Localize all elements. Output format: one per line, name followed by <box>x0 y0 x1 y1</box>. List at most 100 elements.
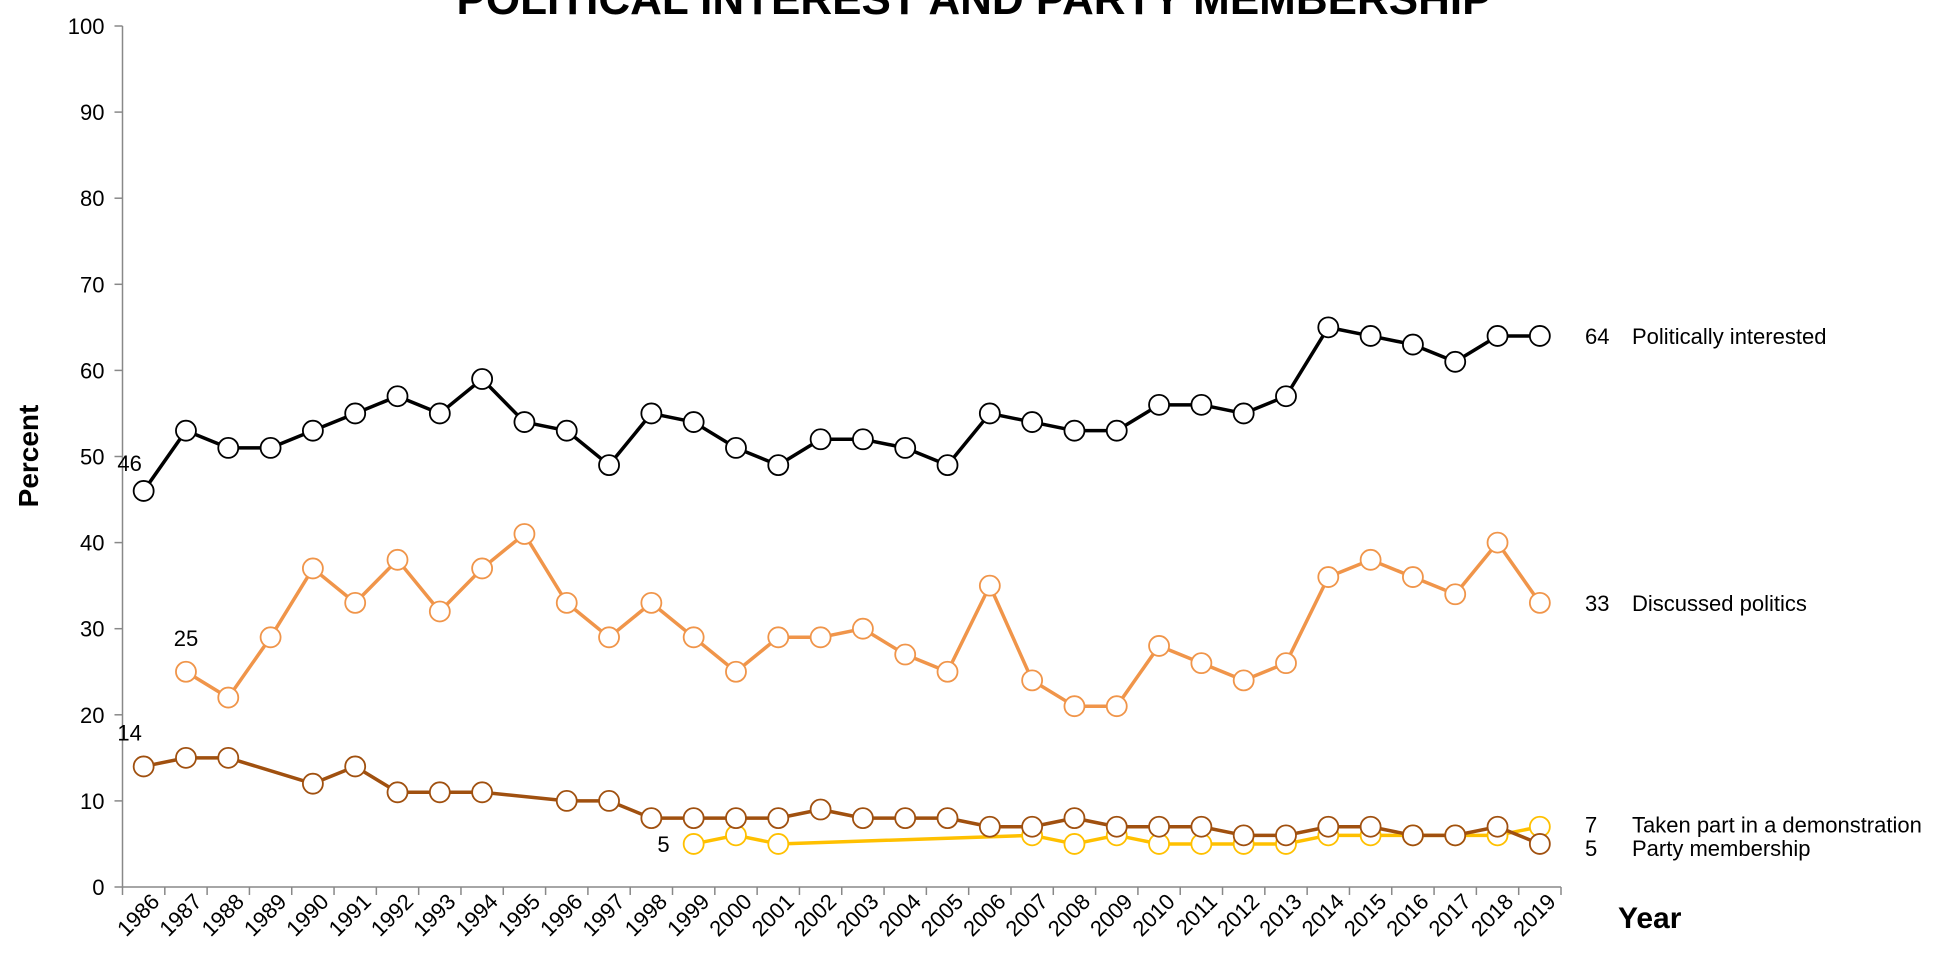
y-tick-label: 40 <box>80 531 104 556</box>
marker <box>1275 652 1297 675</box>
marker <box>1317 815 1340 838</box>
series-0 <box>132 316 1551 502</box>
chart-title: POLITICAL INTEREST AND PARTY MEMBERSHIP <box>457 0 1492 24</box>
y-tick-label: 70 <box>80 272 104 297</box>
marker <box>344 591 367 614</box>
marker <box>767 454 790 477</box>
marker <box>301 419 324 442</box>
marker <box>471 781 494 804</box>
marker <box>175 746 197 769</box>
marker <box>640 402 663 425</box>
x-tick-label: 2004 <box>874 889 926 941</box>
marker <box>1359 548 1382 571</box>
marker <box>1444 824 1467 847</box>
marker <box>428 781 451 804</box>
marker <box>1444 583 1467 606</box>
y-tick-label: 60 <box>80 358 104 383</box>
marker <box>1190 393 1213 416</box>
marker <box>852 428 874 451</box>
marker <box>259 626 282 649</box>
marker <box>682 833 705 855</box>
x-tick-label: 2011 <box>1171 889 1222 940</box>
marker <box>1232 824 1255 847</box>
marker <box>386 781 409 804</box>
start-label: 25 <box>174 626 198 651</box>
series-name: Discussed politics <box>1632 591 1807 616</box>
marker <box>1359 325 1382 347</box>
x-tick-label: 1990 <box>281 889 333 941</box>
marker <box>598 790 620 812</box>
x-tick-label: 2009 <box>1085 889 1137 941</box>
x-tick-label: 2016 <box>1381 889 1433 941</box>
start-label: 14 <box>117 720 141 745</box>
marker <box>1359 815 1382 838</box>
start-label: 46 <box>117 451 141 476</box>
marker <box>1021 669 1044 692</box>
y-tick-label: 10 <box>80 789 104 814</box>
x-tick-label: 1989 <box>239 889 291 941</box>
x-tick-label: 1992 <box>366 889 418 941</box>
marker <box>132 480 155 502</box>
y-tick-label: 90 <box>80 100 104 125</box>
marker <box>767 626 790 649</box>
marker <box>1148 393 1170 416</box>
marker <box>682 807 705 830</box>
x-tick-label: 1991 <box>324 889 376 941</box>
marker <box>1105 695 1128 718</box>
marker <box>555 790 578 812</box>
marker <box>344 402 367 425</box>
marker <box>217 686 240 709</box>
marker <box>1402 566 1424 588</box>
y-tick-label: 100 <box>68 14 105 39</box>
x-tick-label: 2014 <box>1297 889 1349 941</box>
x-tick-label: 2013 <box>1254 889 1306 941</box>
marker <box>809 626 832 649</box>
end-label: 64 <box>1585 324 1609 349</box>
marker <box>1486 531 1509 554</box>
x-tick-label: 1997 <box>577 889 629 941</box>
marker <box>598 454 620 477</box>
marker <box>978 402 1001 425</box>
start-label: 5 <box>657 832 669 857</box>
marker <box>725 436 747 459</box>
marker <box>1190 815 1213 838</box>
x-tick-label: 2003 <box>831 889 883 941</box>
series-name: Taken part in a demonstration <box>1632 813 1922 838</box>
series-name: Party membership <box>1632 836 1811 861</box>
marker <box>936 807 959 830</box>
marker <box>132 755 155 778</box>
end-label: 33 <box>1585 591 1609 616</box>
x-tick-label: 2002 <box>789 889 841 941</box>
x-tick-label: 1998 <box>620 889 672 941</box>
marker <box>344 755 367 778</box>
marker <box>386 548 409 571</box>
marker <box>1402 824 1424 847</box>
marker <box>1275 824 1297 847</box>
x-tick-label: 1995 <box>493 889 545 941</box>
marker <box>852 807 874 830</box>
series-1 <box>175 523 1551 718</box>
marker <box>1063 833 1086 855</box>
x-tick-label: 1987 <box>154 889 206 941</box>
marker <box>428 402 451 425</box>
marker <box>301 557 324 580</box>
y-tick-label: 20 <box>80 703 104 728</box>
marker <box>555 591 578 614</box>
x-tick-label: 2001 <box>747 889 799 941</box>
y-tick-label: 30 <box>80 617 104 642</box>
marker <box>767 807 790 830</box>
marker <box>1486 325 1509 347</box>
marker <box>1275 385 1297 408</box>
x-tick-label: 1994 <box>451 889 503 941</box>
x-tick-label: 2012 <box>1212 889 1264 941</box>
x-tick-label: 1996 <box>535 889 587 941</box>
end-label: 7 <box>1585 813 1597 838</box>
marker <box>1317 566 1340 588</box>
x-tick-label: 2017 <box>1424 889 1476 941</box>
x-axis-label: Year <box>1618 902 1682 935</box>
end-label: 5 <box>1585 836 1597 861</box>
marker <box>386 385 409 408</box>
x-tick-label: 2005 <box>916 889 968 941</box>
marker <box>259 436 282 459</box>
marker <box>1528 833 1551 855</box>
